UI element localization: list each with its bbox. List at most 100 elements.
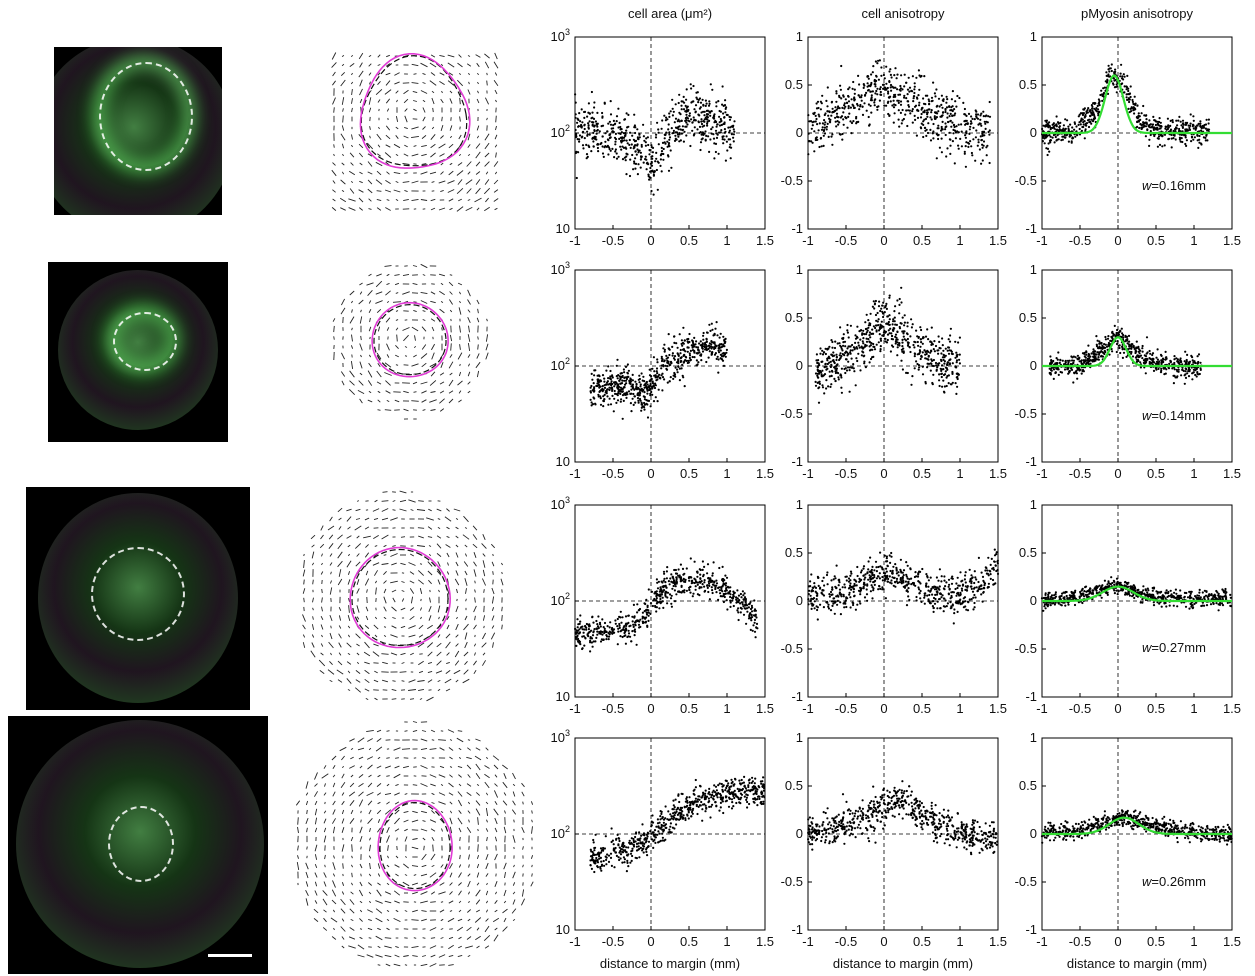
data-point [918, 88, 921, 91]
data-point [623, 118, 626, 121]
data-point [614, 381, 617, 384]
vector-glyph [431, 810, 435, 814]
data-point [597, 381, 600, 384]
data-point [835, 90, 838, 93]
vector-glyph [368, 882, 372, 886]
data-point [923, 118, 926, 121]
data-point [877, 318, 880, 321]
data-point [1130, 110, 1133, 113]
data-point [1178, 115, 1181, 118]
vector-glyph [445, 633, 451, 639]
data-point [1090, 112, 1093, 115]
data-point [834, 370, 837, 373]
data-point [931, 99, 934, 102]
data-point [646, 416, 650, 419]
data-point [885, 302, 888, 305]
vector-glyph [494, 891, 498, 895]
data-point [971, 154, 974, 157]
data-point [578, 112, 581, 115]
data-point [944, 122, 947, 125]
data-point [899, 111, 902, 114]
vector-glyph [355, 670, 361, 674]
vector-glyph [321, 634, 323, 638]
data-point [940, 352, 943, 355]
y-tick-label: -0.5 [781, 406, 803, 421]
data-point [951, 90, 954, 93]
data-point [958, 362, 961, 365]
vector-glyph [531, 864, 533, 868]
vector-glyph [341, 773, 345, 779]
vector-glyph [449, 863, 453, 869]
data-point [838, 107, 841, 110]
data-point [648, 386, 651, 389]
data-point [864, 93, 867, 96]
vector-glyph [421, 730, 427, 732]
data-point [662, 158, 665, 161]
plot-myo-aniso-row1: -1 -0.5 0 0.5 1 1.5-1-0.500.51 [1015, 29, 1241, 248]
vector-glyph [332, 818, 336, 824]
data-point [907, 104, 910, 107]
data-point [807, 140, 810, 143]
data-point [977, 138, 980, 141]
vector-glyph [374, 499, 378, 503]
vector-glyph [420, 353, 428, 359]
vector-glyph [448, 900, 454, 904]
data-point [1067, 140, 1070, 143]
vector-glyph [430, 198, 436, 202]
vector-glyph [341, 380, 345, 386]
vector-glyph [384, 945, 392, 949]
vector-glyph [502, 908, 508, 914]
vector-glyph [376, 889, 382, 897]
data-point [896, 330, 899, 333]
vector-glyph [314, 827, 318, 833]
data-point [892, 320, 895, 323]
vector-glyph [347, 653, 351, 655]
vector-glyph [359, 928, 363, 930]
data-point [650, 160, 653, 163]
vector-glyph [351, 855, 353, 859]
vector-glyph [341, 800, 345, 806]
data-point [629, 158, 632, 161]
data-point [600, 141, 603, 145]
data-point [644, 141, 647, 144]
vector-glyph [332, 765, 336, 769]
vector-glyph [395, 757, 399, 759]
data-point [932, 364, 935, 368]
vector-glyph [338, 642, 342, 648]
vector-glyph [320, 571, 324, 575]
vector-glyph [421, 153, 427, 157]
data-point [1129, 107, 1132, 110]
data-point [929, 128, 932, 131]
data-point [955, 105, 958, 108]
vector-glyph [313, 908, 319, 914]
vector-glyph [531, 826, 533, 834]
data-point [810, 127, 813, 130]
data-point [617, 390, 620, 393]
data-point [655, 370, 658, 373]
data-point [623, 379, 626, 382]
data-point [606, 144, 609, 147]
data-point [884, 340, 887, 343]
data-point [910, 383, 913, 386]
data-point [714, 119, 717, 122]
data-point [1068, 133, 1071, 136]
data-point [821, 369, 824, 372]
vector-glyph [458, 390, 462, 394]
data-point [1164, 125, 1167, 128]
data-point [898, 342, 901, 345]
data-point [679, 357, 682, 360]
data-point [968, 132, 971, 135]
vector-glyph [458, 783, 462, 787]
data-point [636, 136, 639, 139]
vector-glyph [377, 64, 381, 66]
vector-glyph [467, 171, 471, 175]
vector-glyph [392, 617, 396, 619]
data-point [1198, 141, 1201, 144]
data-point [863, 360, 866, 363]
vector-glyph [448, 964, 454, 966]
vector-glyph [395, 344, 399, 350]
data-point [834, 106, 837, 109]
vector-glyph [349, 370, 355, 378]
data-point [891, 334, 894, 338]
data-point [577, 151, 580, 154]
